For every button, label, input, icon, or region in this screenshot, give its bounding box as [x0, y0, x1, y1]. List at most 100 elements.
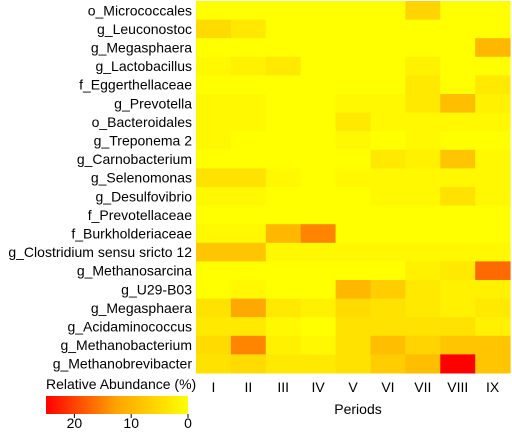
heatmap-cell [440, 298, 476, 318]
heatmap-cell [370, 112, 406, 132]
column-label: IX [486, 379, 500, 395]
heatmap-cell [405, 94, 441, 114]
colorbar-tick-label: 10 [123, 415, 139, 431]
heatmap-cell [405, 75, 441, 95]
heatmap-cell [196, 38, 232, 58]
heatmap-cell [300, 168, 337, 188]
heatmap-cell [440, 280, 476, 300]
heatmap-cell [335, 56, 371, 76]
heatmap-cell [475, 242, 511, 262]
row-label: g_Acidaminococcus [67, 319, 192, 335]
heatmap-cell [265, 280, 302, 300]
heatmap-cell [230, 224, 267, 244]
colorbar-tick-label: 20 [67, 415, 83, 431]
row-label: g_Lactobacillus [95, 58, 192, 74]
heatmap-cell [230, 354, 267, 374]
row-label: f_Prevotellaceae [88, 207, 193, 223]
colorbar-legend: Relative Abundance (%) 20 10 0 [46, 376, 196, 431]
heatmap-cell [370, 94, 406, 114]
heatmap-cell [370, 335, 406, 355]
column-label: VI [381, 379, 394, 395]
row-label: g_U29-B03 [121, 281, 192, 297]
heatmap-cell [370, 149, 406, 169]
heatmap-cell [405, 261, 441, 281]
heatmap-cell [300, 56, 337, 76]
heatmap-cell [335, 1, 371, 21]
heatmap-cell [370, 75, 406, 95]
heatmap-cell [475, 187, 511, 207]
row-label: g_Methanobacterium [60, 337, 192, 353]
heatmap-cell [300, 261, 337, 281]
heatmap-cell [370, 242, 406, 262]
heatmap-cell [265, 354, 302, 374]
heatmap-cell [230, 56, 267, 76]
heatmap-cell [475, 38, 511, 58]
row-label: g_Treponema 2 [94, 133, 193, 149]
heatmap-cell [265, 205, 302, 225]
heatmap-cell [335, 75, 371, 95]
heatmap-cell [230, 38, 267, 58]
heatmap-cells [196, 1, 511, 374]
heatmap-cell [370, 56, 406, 76]
heatmap-cell [335, 94, 371, 114]
heatmap-cell [370, 261, 406, 281]
row-label: g_Methanobrevibacter [53, 356, 193, 372]
heatmap-cell [230, 149, 267, 169]
heatmap-cell [335, 354, 371, 374]
heatmap-cell [265, 131, 302, 151]
heatmap-cell [475, 261, 511, 281]
heatmap-cell [230, 1, 267, 21]
heatmap-cell [335, 242, 371, 262]
heatmap-cell [475, 335, 511, 355]
heatmap-cell [300, 298, 337, 318]
heatmap-cell [475, 317, 511, 337]
heatmap-cell [440, 56, 476, 76]
heatmap-cell [440, 242, 476, 262]
heatmap-cell [405, 317, 441, 337]
heatmap-cell [265, 317, 302, 337]
heatmap-cell [335, 317, 371, 337]
heatmap-cell [196, 94, 232, 114]
colorbar-gradient [46, 396, 188, 414]
heatmap-cell [196, 354, 232, 374]
heatmap-cell [405, 168, 441, 188]
colorbar-title: Relative Abundance (%) [46, 376, 196, 392]
heatmap-cell [300, 38, 337, 58]
heatmap-cell [475, 205, 511, 225]
heatmap-cell [196, 56, 232, 76]
heatmap-cell [265, 187, 302, 207]
column-label: IV [312, 379, 326, 395]
heatmap-cell [300, 354, 337, 374]
heatmap-cell [230, 75, 267, 95]
heatmap-cell [230, 187, 267, 207]
heatmap-cell [440, 261, 476, 281]
heatmap-cell [230, 94, 267, 114]
heatmap-cell [230, 317, 267, 337]
heatmap-cell [196, 261, 232, 281]
heatmap-cell [440, 317, 476, 337]
heatmap-cell [405, 112, 441, 132]
heatmap-cell [230, 205, 267, 225]
heatmap-cell [230, 335, 267, 355]
heatmap-cell [440, 94, 476, 114]
heatmap-cell [440, 335, 476, 355]
heatmap-cell [196, 298, 232, 318]
column-label: V [348, 379, 358, 395]
heatmap-cell [370, 168, 406, 188]
row-label: g_Carnobacterium [77, 151, 192, 167]
heatmap-cell [196, 280, 232, 300]
heatmap-cell [335, 168, 371, 188]
heatmap-cell [196, 335, 232, 355]
heatmap-cell [440, 1, 476, 21]
heatmap-cell [370, 354, 406, 374]
heatmap-cell [405, 205, 441, 225]
heatmap-cell [265, 224, 302, 244]
heatmap-cell [300, 131, 337, 151]
heatmap-cell [265, 1, 302, 21]
heatmap-cell [440, 112, 476, 132]
heatmap-cell [335, 205, 371, 225]
heatmap-cell [265, 261, 302, 281]
heatmap-cell [475, 168, 511, 188]
heatmap-cell [300, 19, 337, 39]
heatmap-cell [370, 280, 406, 300]
